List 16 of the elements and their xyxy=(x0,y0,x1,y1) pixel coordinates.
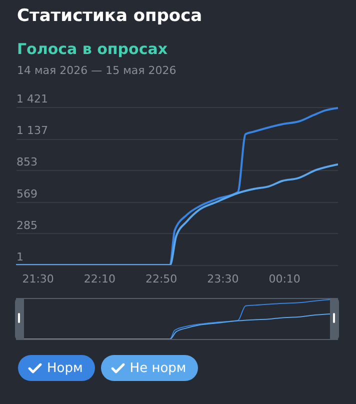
y-tick-label: 853 xyxy=(16,156,38,169)
x-tick-label: 22:10 xyxy=(84,272,116,286)
x-tick-label: 23:30 xyxy=(207,272,239,286)
text: 14 мая 2026 — 15 мая 2026 xyxy=(17,64,176,77)
y-tick-label: 1 421 xyxy=(16,92,48,106)
chart-subtitle: Голоса в опросах xyxy=(17,40,168,58)
x-tick-label: 22:50 xyxy=(145,272,178,286)
text: Норм xyxy=(47,360,83,376)
y-tick-label: 285 xyxy=(16,218,38,232)
y-tick-label: 569 xyxy=(16,187,38,200)
y-tick-label: 1 xyxy=(16,250,24,264)
x-tick-label: 00:10 xyxy=(268,272,300,286)
x-tick-label: 21:30 xyxy=(22,272,54,286)
chart-title: Статистика опроса xyxy=(17,6,202,26)
text: Не норм xyxy=(130,360,186,376)
y-tick-label: 1 137 xyxy=(16,124,48,138)
